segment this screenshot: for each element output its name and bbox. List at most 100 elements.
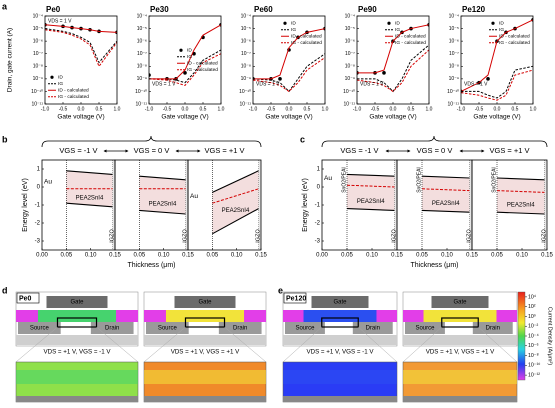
y-tick-label: 10⁻⁹ xyxy=(137,76,147,82)
colorbar-tick-label: 10² xyxy=(528,304,536,310)
layer-label: Au xyxy=(44,179,52,186)
data-line xyxy=(357,49,429,93)
y-tick-label: 10⁻⁷ xyxy=(449,51,459,57)
layer-label: PEA2SnI4 xyxy=(432,201,460,207)
drain-label: Drain xyxy=(366,326,380,332)
y-tick-label: 10⁻¹¹ xyxy=(135,101,147,107)
legend-label: IG - calculated xyxy=(291,40,322,46)
x-tick-label: 1.0 xyxy=(530,106,537,112)
legend-label: ID xyxy=(187,48,192,54)
section-title: VGS = -1 V xyxy=(340,146,378,155)
y-tick-label: 0 xyxy=(37,185,41,191)
data-line xyxy=(357,24,429,74)
chart-title: Pe60 xyxy=(254,5,273,14)
y-tick-label: 10⁻¹⁰ xyxy=(447,89,459,95)
y-tick-label: 10⁻⁵ xyxy=(449,26,459,32)
layer-label: PEA2SnI4 xyxy=(507,203,535,209)
zoom-highlight xyxy=(184,317,226,328)
channel-layer xyxy=(37,310,117,322)
band-gap-fill xyxy=(139,176,186,214)
x-tick-label: 0.00 xyxy=(316,253,328,259)
band-line xyxy=(421,188,470,192)
igzo-region xyxy=(394,160,397,250)
x-tick-label: 0.05 xyxy=(133,253,145,259)
colorbar-tick-label: 10⁻¹⁰ xyxy=(528,363,540,369)
layer-label: PEA2SnI4 xyxy=(222,208,250,214)
x-tick-label: -1.0 xyxy=(249,106,258,112)
bias-caption: VDS = +1 V, VGS = -1 V xyxy=(306,349,374,356)
chart-title: Pe30 xyxy=(150,5,169,14)
x-tick-label: 1.0 xyxy=(218,106,225,112)
x-tick-label: -0.5 xyxy=(59,106,68,112)
x-tick-label: 0.5 xyxy=(408,106,415,112)
source-label: Source xyxy=(415,326,435,332)
x-tick-label: 0.05 xyxy=(341,253,353,259)
bias-caption: VDS = +1 V, VGS = +1 V xyxy=(426,349,495,356)
igzo-region xyxy=(112,160,115,250)
zoom-map-band xyxy=(16,370,138,384)
channel-layer xyxy=(165,310,245,322)
x-tick-label: 0.15 xyxy=(255,253,267,259)
x-axis-label: Thickness (μm) xyxy=(411,262,459,269)
data-line xyxy=(45,24,117,33)
x-tick-label: 0.10 xyxy=(158,253,170,259)
y-tick-label: 10⁻⁷ xyxy=(33,51,43,57)
drain-label: Drain xyxy=(105,326,119,332)
y-tick-label: -3 xyxy=(35,239,41,245)
zoom-connector xyxy=(478,326,518,363)
sample-label-box xyxy=(283,292,307,304)
legend-marker xyxy=(491,21,495,25)
x-tick-label: -0.5 xyxy=(475,106,484,112)
x-tick-label: 0.5 xyxy=(200,106,207,112)
y-tick-label: 10⁻⁸ xyxy=(137,64,147,70)
y-axis-label: Energy level (eV) xyxy=(302,178,309,232)
annotation: VDS = 1 V xyxy=(360,81,384,87)
band-gap-fill xyxy=(497,178,545,214)
band-line xyxy=(66,170,113,175)
sample-label: Pe0 xyxy=(19,295,32,302)
source xyxy=(405,322,445,334)
igzo-region xyxy=(185,160,188,250)
y-tick-label: -1 xyxy=(315,203,321,209)
band-gap-fill xyxy=(212,170,259,234)
annotation: VDS = 1 V xyxy=(464,81,488,87)
sample-label: Pe120 xyxy=(286,295,306,302)
source-label: Source xyxy=(295,326,315,332)
band-line xyxy=(66,202,113,208)
x-tick-label: 0.15 xyxy=(541,253,553,259)
x-tick-label: 0.05 xyxy=(416,253,428,259)
y-tick-label: 10⁻⁶ xyxy=(241,38,251,44)
section-title: VGS = 0 V xyxy=(134,146,170,155)
igzo-region xyxy=(544,160,547,250)
bias-caption: VDS = +1 V, VGS = -1 V xyxy=(43,349,111,356)
data-point xyxy=(278,77,282,81)
legend-label: IG - calculated xyxy=(499,40,530,46)
plot-frame xyxy=(356,15,430,105)
legend-label: IG xyxy=(187,54,192,60)
data-point xyxy=(149,73,151,77)
sample-label-box xyxy=(16,292,40,304)
y-tick-label: 10⁻⁹ xyxy=(33,76,43,82)
chart-title: Pe90 xyxy=(358,5,377,14)
x-tick-label: 0.00 xyxy=(36,253,48,259)
gate-label: Gate xyxy=(198,300,212,306)
plot-frame xyxy=(148,15,222,105)
y-axis-label: Drain, gate current (A) xyxy=(7,28,14,92)
band-line xyxy=(212,188,259,204)
y-tick-label: -1 xyxy=(35,203,41,209)
legend-label: ID - calculated xyxy=(291,34,322,40)
y-tick-label: 10⁻⁴ xyxy=(137,13,147,19)
x-tick-label: -1.0 xyxy=(457,106,466,112)
legend-label: ID - calculated xyxy=(187,61,218,67)
x-tick-label: -0.5 xyxy=(163,106,172,112)
plot-area xyxy=(357,16,429,104)
data-point xyxy=(382,71,386,75)
x-tick-label: 0.15 xyxy=(466,253,478,259)
legend-label: ID xyxy=(58,75,63,81)
colorbar xyxy=(517,291,526,381)
y-tick-label: 10⁻⁷ xyxy=(137,51,147,57)
y-tick-label: 1 xyxy=(37,167,41,173)
panel-label: c xyxy=(300,134,305,144)
drain-label: Drain xyxy=(233,326,247,332)
y-tick-label: 10⁻⁸ xyxy=(449,64,459,70)
